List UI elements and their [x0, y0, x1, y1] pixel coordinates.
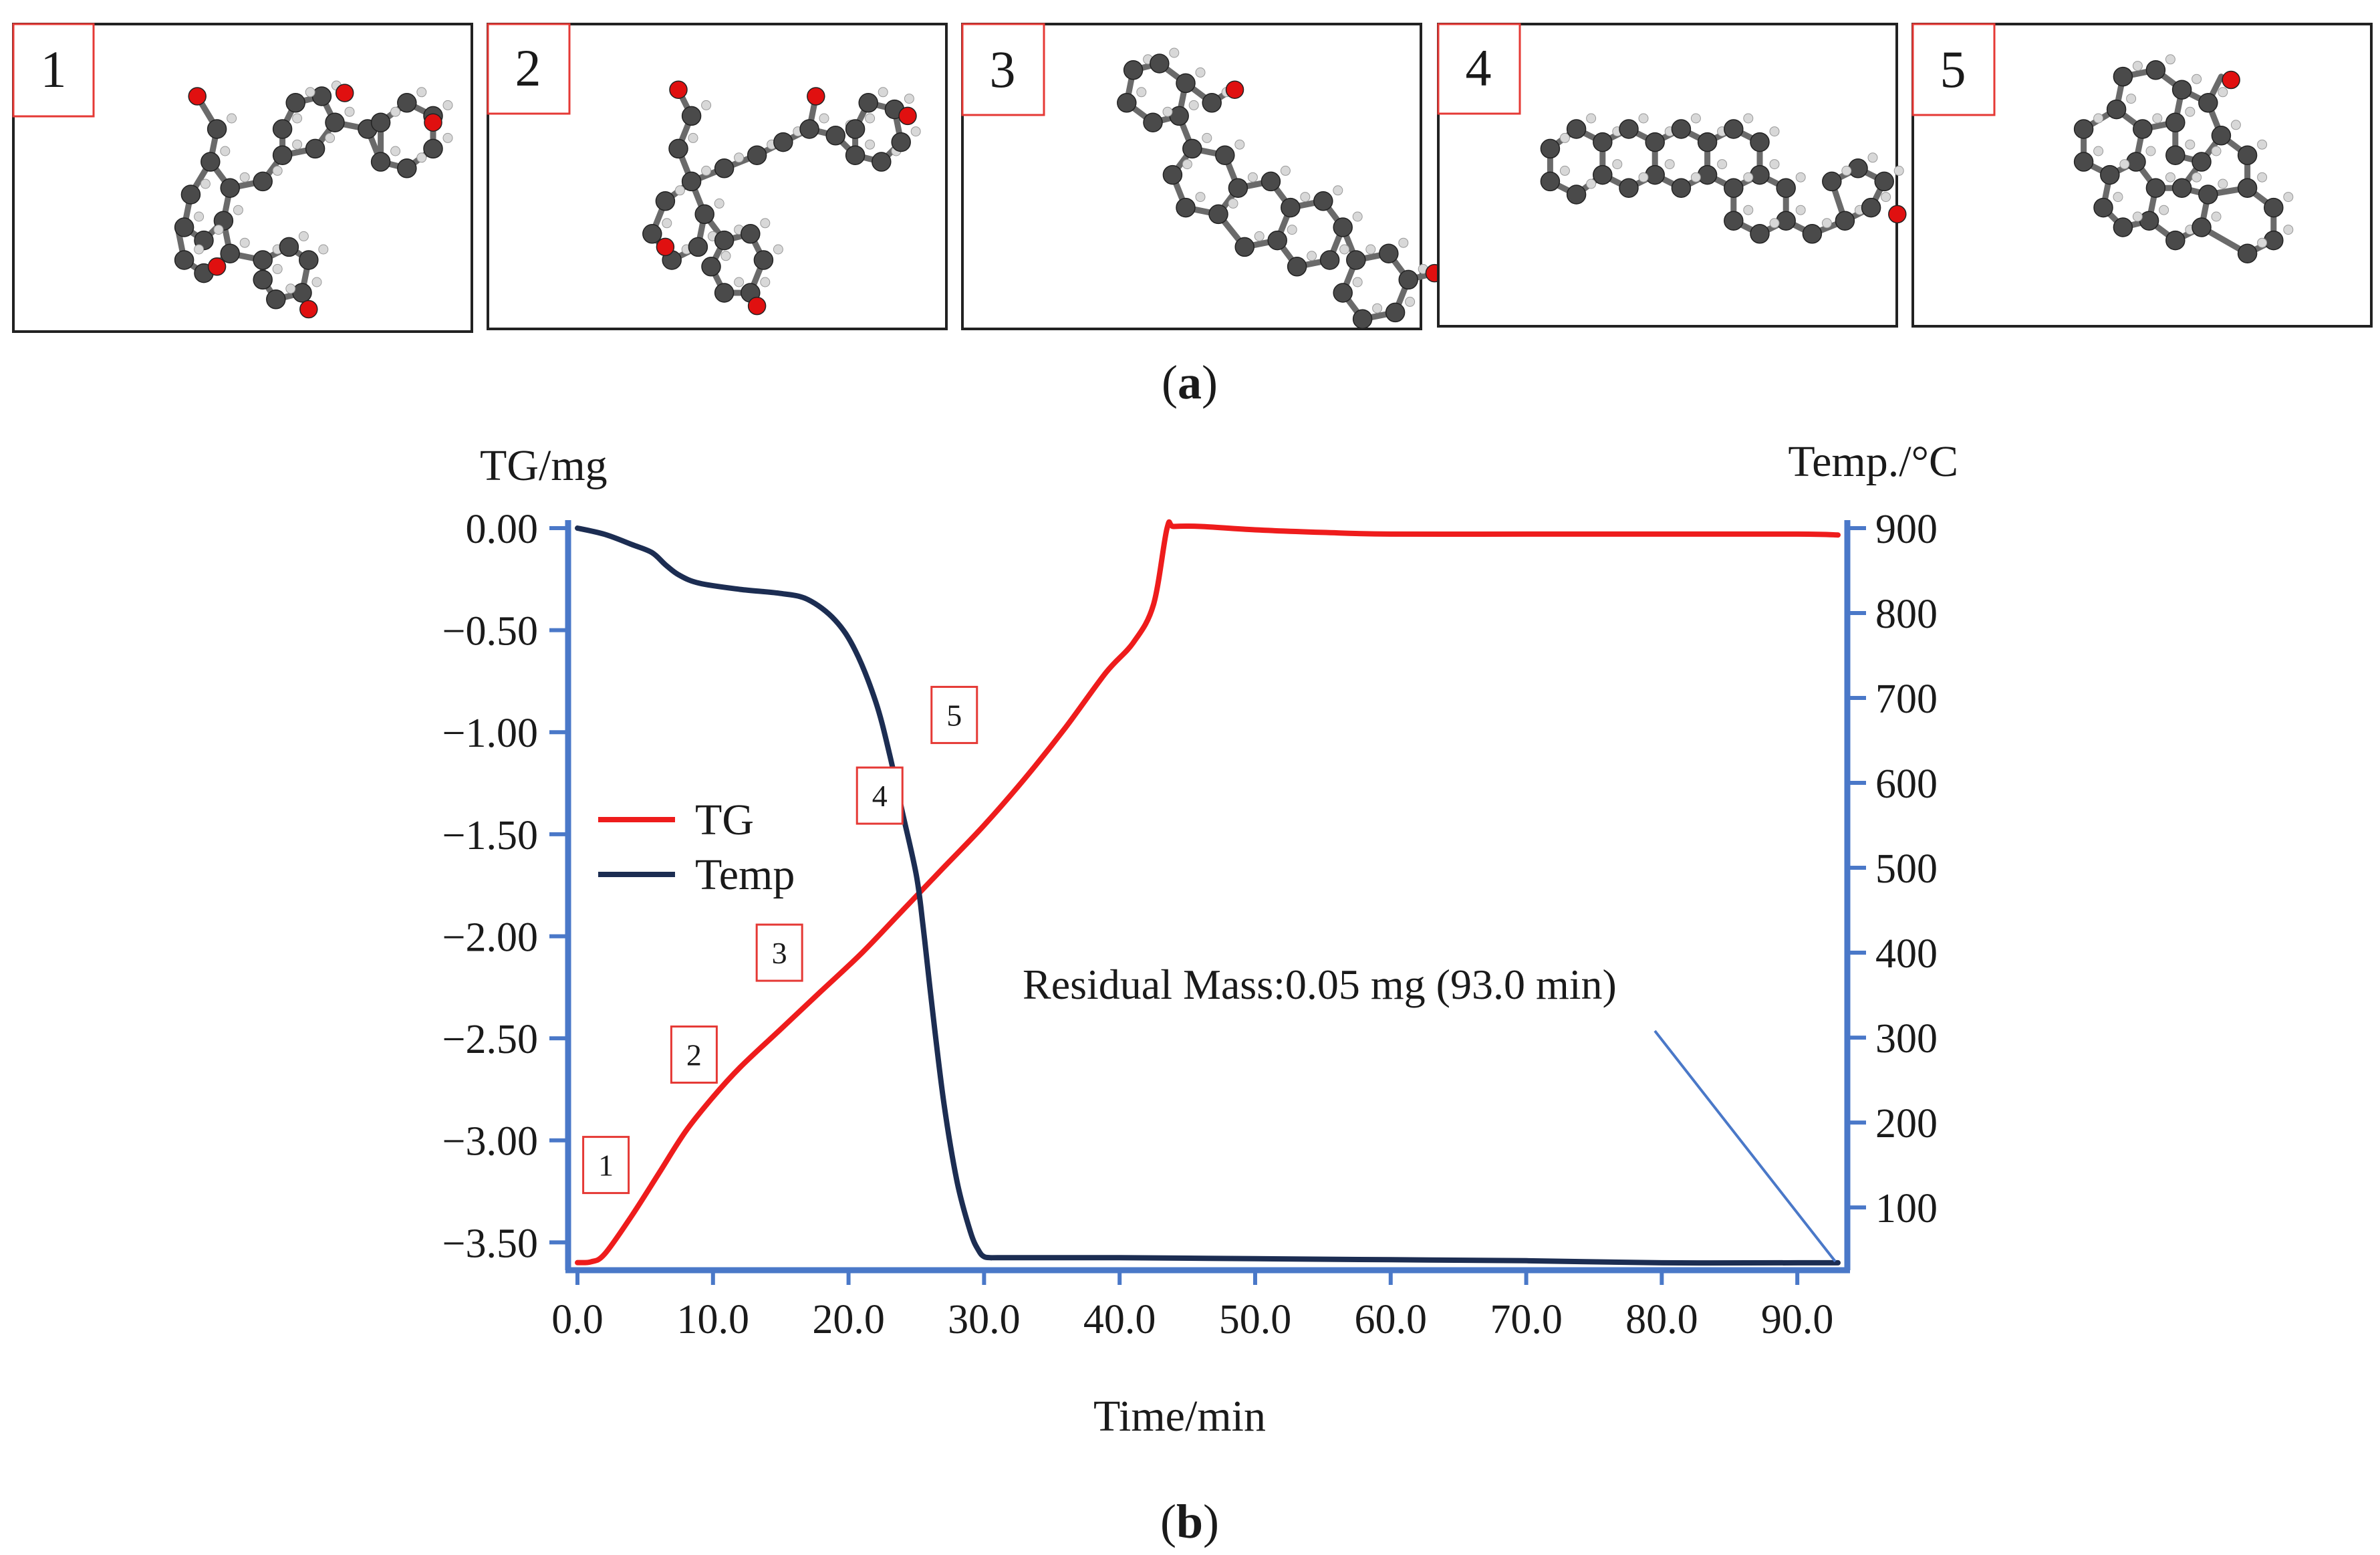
molecule-label-4: 4: [1466, 39, 1492, 97]
molecule-panel-1: 1: [12, 23, 473, 333]
y-right-tick-label: 800: [1875, 592, 1938, 637]
molecule-panel-5: 5: [1911, 23, 2373, 328]
chart-series: [575, 519, 1841, 1266]
stage-marker-label: 2: [686, 1038, 702, 1072]
y-right-tick-label: 400: [1875, 931, 1938, 977]
chart-legend: TG Temp: [598, 796, 795, 899]
y-right-tick-label: 200: [1875, 1101, 1938, 1147]
chart-ticks: 0.0 10.0 20.0 30.0 40.0 50.0 60.0 70.0 80.0 90.0 0…: [442, 507, 1938, 1342]
molecule-structure-5: [2073, 54, 2294, 263]
stage-marker-label: 3: [772, 936, 787, 970]
panel-b-chart: TG/mg Temp./°C Time/min 0.0 10.0 20.0 30.0 4…: [442, 437, 1958, 1548]
molecule-label-1: 1: [41, 40, 67, 98]
y-left-tick-label: −1.00: [442, 711, 538, 756]
y-left-tick-label: −2.50: [442, 1017, 538, 1062]
stage-marker-label: 5: [946, 698, 962, 732]
stage-marker-3: 3: [755, 923, 803, 982]
panel-a-caption: (a): [1162, 356, 1218, 409]
y-right-tick-label: 900: [1875, 507, 1938, 552]
chart-markers: 1 2 3 4 5: [582, 685, 978, 1195]
y-right-tick-label: 600: [1875, 761, 1938, 807]
molecule-label-3: 3: [990, 40, 1016, 98]
molecule-structure-2: [642, 80, 921, 316]
y-left-axis-label: TG/mg: [480, 441, 608, 490]
y-right-tick-label: 300: [1875, 1016, 1938, 1062]
y-right-tick-label: 100: [1875, 1186, 1938, 1231]
x-tick-label: 0.0: [551, 1297, 604, 1342]
series-line-tg: [575, 519, 1841, 1266]
annotation-leader-line: [1654, 1030, 1837, 1263]
x-tick-label: 60.0: [1355, 1297, 1428, 1342]
molecule-panel-3: 3: [961, 23, 1444, 330]
y-left-tick-label: −1.50: [442, 813, 538, 858]
stage-marker-2: 2: [670, 1025, 718, 1084]
stage-marker-5: 5: [930, 685, 978, 744]
x-tick-label: 70.0: [1490, 1297, 1563, 1342]
x-tick-label: 40.0: [1083, 1297, 1156, 1342]
stage-marker-label: 1: [598, 1149, 614, 1183]
x-tick-label: 20.0: [812, 1297, 885, 1342]
molecule-structure-3: [1117, 47, 1444, 329]
y-left-tick-label: −2.00: [442, 915, 538, 960]
panel-b-caption: (b): [1160, 1495, 1219, 1548]
molecule-structure-4: [1540, 113, 1907, 244]
chart-axes: [565, 520, 1851, 1274]
legend-label-tg: TG: [695, 796, 754, 844]
x-tick-label: 50.0: [1219, 1297, 1292, 1342]
stage-marker-1: 1: [582, 1136, 630, 1195]
x-tick-label: 80.0: [1625, 1297, 1698, 1342]
y-right-tick-label: 500: [1875, 846, 1938, 892]
molecule-label-2: 2: [515, 39, 541, 97]
molecule-panel-4: 4: [1437, 23, 1907, 328]
y-left-tick-label: −0.50: [442, 609, 538, 654]
y-right-axis-label: Temp./°C: [1788, 437, 1958, 486]
x-tick-label: 10.0: [677, 1297, 750, 1342]
panel-a-molecules: 1 2 3 4 5 (a): [12, 23, 2373, 409]
x-axis-label: Time/min: [1093, 1392, 1266, 1441]
chart-annotations: Residual Mass:0.05 mg (93.0 min): [1023, 961, 1837, 1263]
y-left-tick-label: −3.00: [442, 1119, 538, 1165]
y-left-tick-label: 0.00: [466, 507, 539, 552]
molecule-label-5: 5: [1940, 40, 1966, 98]
stage-marker-label: 4: [872, 779, 888, 813]
y-right-tick-label: 700: [1875, 677, 1938, 722]
y-left-tick-label: −3.50: [442, 1221, 538, 1266]
legend-label-temp: Temp: [695, 850, 795, 899]
molecule-panel-2: 2: [487, 23, 948, 330]
stage-marker-4: 4: [855, 766, 904, 825]
series-line-temp: [575, 525, 1841, 1266]
x-tick-label: 30.0: [948, 1297, 1021, 1342]
x-tick-label: 90.0: [1761, 1297, 1834, 1342]
residual-mass-annotation: Residual Mass:0.05 mg (93.0 min): [1023, 961, 1617, 1008]
molecule-structure-1: [174, 80, 453, 319]
